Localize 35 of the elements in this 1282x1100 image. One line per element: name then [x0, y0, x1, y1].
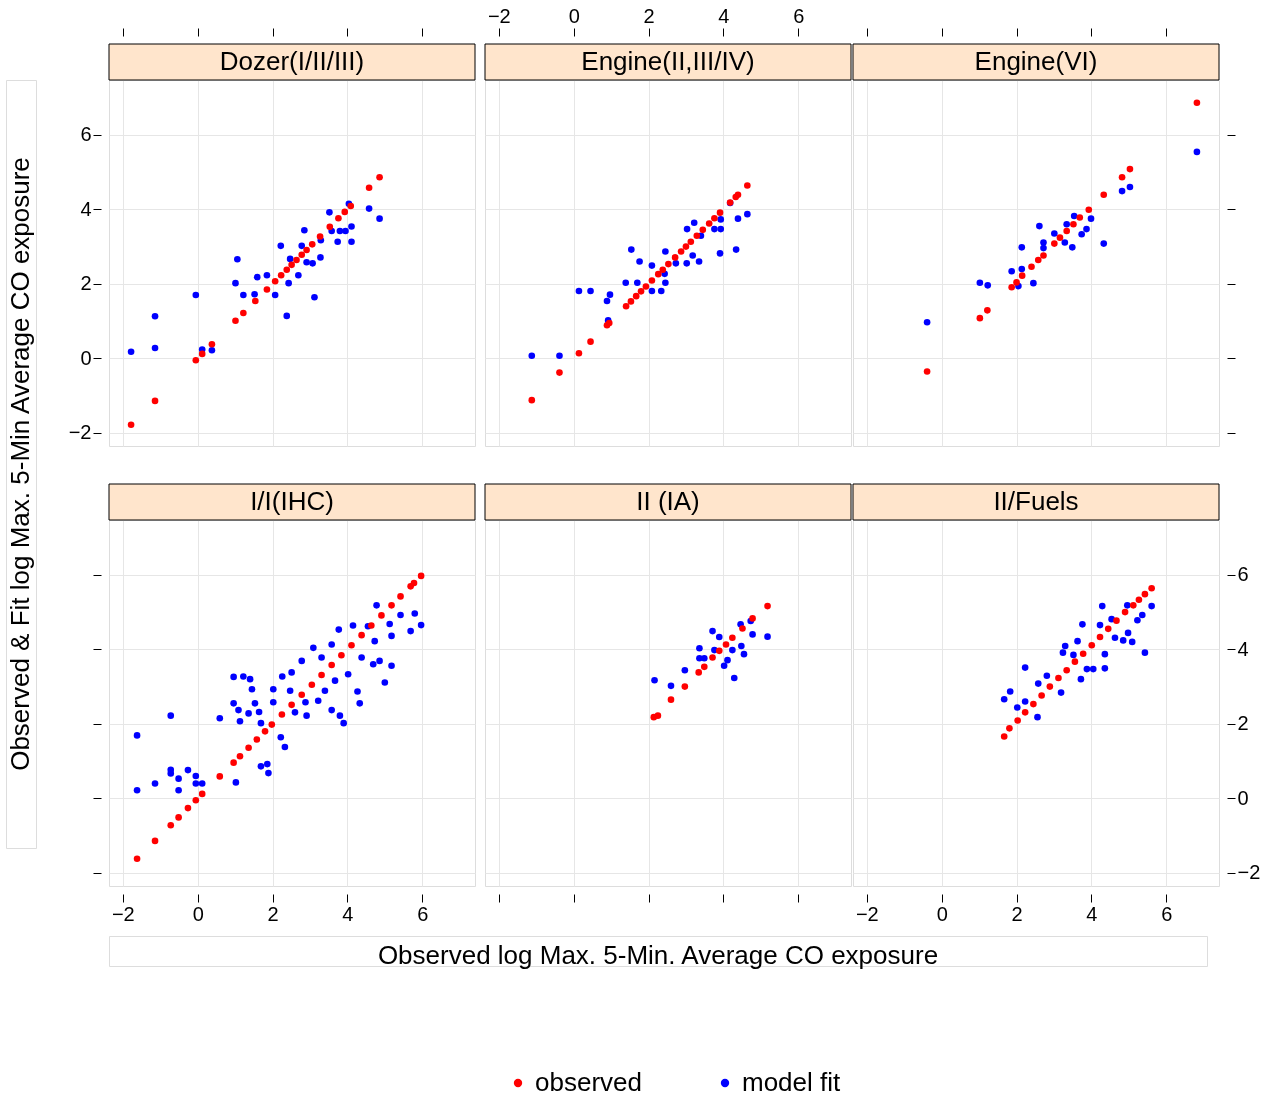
- x-tick-label: 6: [1161, 902, 1173, 925]
- y-tick-label: 0: [1237, 786, 1249, 809]
- y-tick-label: 4: [1237, 637, 1249, 660]
- x-tick-label: −2: [855, 902, 879, 925]
- x-tick-label: 0: [568, 4, 580, 27]
- x-tick-label: −2: [111, 902, 135, 925]
- x-tick-label: 6: [417, 902, 429, 925]
- y-tick-label: 6: [1237, 563, 1249, 586]
- y-tick-label: 6: [80, 123, 92, 146]
- y-axis-title: Observed & Fit log Max. 5-Min Average CO exposure: [5, 157, 35, 771]
- y-tick-label: −2: [1237, 861, 1261, 884]
- y-tick-label: 4: [80, 197, 92, 220]
- x-tick-label: 2: [267, 902, 279, 925]
- y-tick-label: 0: [80, 346, 92, 369]
- y-tick-label: −2: [68, 421, 92, 444]
- x-tick-label: 4: [342, 902, 354, 925]
- chart-title: Engine(II,III/IV): [581, 46, 755, 76]
- x-tick-label: −2: [487, 4, 511, 27]
- x-tick-label: 2: [643, 4, 655, 27]
- x-tick-label: 6: [793, 4, 805, 27]
- chart-title: Engine(VI): [974, 46, 1098, 76]
- chart-title: Dozer(I/II/III): [219, 46, 365, 76]
- x-tick-label: 0: [192, 902, 204, 925]
- x-axis-title: Observed log Max. 5-Min. Average CO exposure: [377, 940, 939, 970]
- legend-label: model fit: [742, 1067, 842, 1097]
- x-tick-label: 0: [936, 902, 948, 925]
- y-tick-label: 2: [80, 272, 92, 295]
- x-tick-label: 4: [1086, 902, 1098, 925]
- chart-title: II (IA): [636, 486, 700, 516]
- x-tick-label: 2: [1011, 902, 1023, 925]
- x-tick-label: 4: [718, 4, 730, 27]
- legend-label: observed: [535, 1067, 642, 1097]
- y-tick-label: 2: [1237, 712, 1249, 735]
- chart-title: II/Fuels: [993, 486, 1079, 516]
- chart-title: I/I(IHC): [250, 486, 334, 516]
